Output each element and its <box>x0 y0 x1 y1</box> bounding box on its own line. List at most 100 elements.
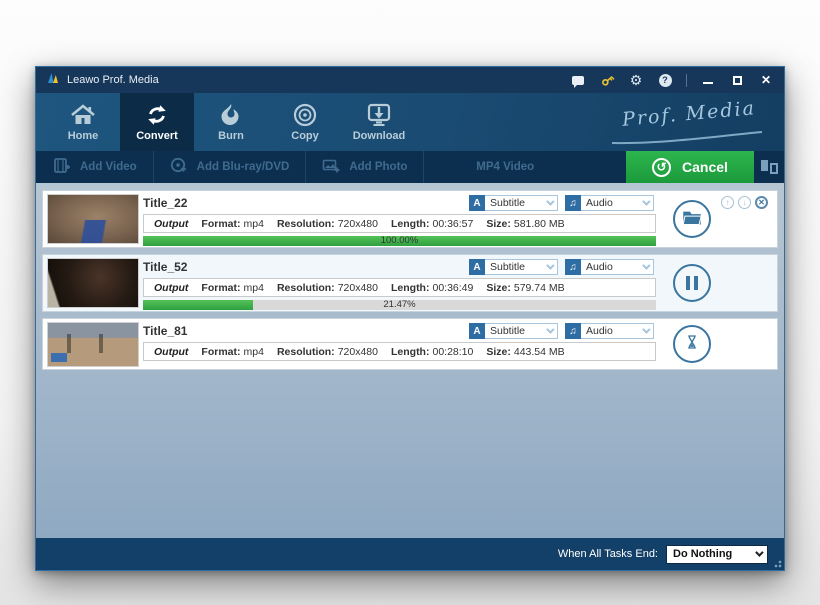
minimize-button[interactable] <box>700 72 716 88</box>
download-icon <box>366 103 392 127</box>
tasks-end-select[interactable]: Do Nothing <box>666 544 768 564</box>
panel-toggle-icon[interactable] <box>754 151 784 183</box>
disc-icon <box>293 103 317 127</box>
main-nav: Home Convert Burn Copy Download Pro <box>36 93 784 151</box>
output-info: Output Format: mp4 Resolution: 720x480 Len… <box>143 214 656 233</box>
nav-label: Download <box>352 129 406 142</box>
app-logo-icon <box>46 71 60 90</box>
audio-select[interactable]: ♫ Audio <box>565 195 654 211</box>
settings-gear-icon[interactable]: ⚙ <box>629 72 643 88</box>
audio-select[interactable]: ♫ Audio <box>565 259 654 275</box>
help-icon[interactable]: ? <box>657 72 673 88</box>
progress-bar: 100.00% <box>143 236 656 246</box>
pause-button[interactable] <box>673 264 711 302</box>
titlebar: Leawo Prof. Media ⚙ ? ✕ <box>36 67 784 93</box>
chevron-down-icon <box>546 325 555 334</box>
progress-bar: 21.47% <box>143 300 656 310</box>
nav-item-burn[interactable]: Burn <box>194 93 268 151</box>
progress-percent: 21.47% <box>383 300 416 310</box>
move-down-button[interactable]: ↓ <box>738 196 751 209</box>
audio-icon: ♫ <box>565 323 581 339</box>
tasks-end-label: When All Tasks End: <box>557 548 658 560</box>
add-video-icon <box>53 157 71 178</box>
video-thumbnail <box>47 258 139 308</box>
audio-select[interactable]: ♫ Audio <box>565 323 654 339</box>
hourglass-icon <box>683 333 701 356</box>
app-window: Leawo Prof. Media ⚙ ? ✕ Home Conv <box>35 66 785 571</box>
nav-label: Home <box>67 129 99 142</box>
close-button[interactable]: ✕ <box>760 73 772 87</box>
output-label: Output <box>154 217 189 230</box>
subtitle-select[interactable]: A Subtitle <box>469 259 558 275</box>
home-icon <box>70 103 96 127</box>
add-photo-icon <box>322 157 340 178</box>
chevron-down-icon <box>642 261 651 270</box>
chevron-down-icon <box>642 325 651 334</box>
statusbar: When All Tasks End: Do Nothing <box>36 538 784 570</box>
subtitle-icon: A <box>469 195 485 211</box>
nav-item-convert[interactable]: Convert <box>120 93 194 151</box>
waiting-button[interactable] <box>673 325 711 363</box>
add-photo-button[interactable]: Add Photo <box>306 151 425 183</box>
add-photo-label: Add Photo <box>349 161 408 173</box>
video-thumbnail <box>47 194 139 244</box>
task-title: Title_81 <box>143 324 188 338</box>
subtitle-select[interactable]: A Subtitle <box>469 195 558 211</box>
audio-value: Audio <box>586 197 613 209</box>
add-bluray-icon <box>170 157 188 178</box>
task-title: Title_22 <box>143 196 188 210</box>
chevron-down-icon <box>546 261 555 270</box>
pause-icon <box>686 276 698 290</box>
cancel-restart-icon: ↺ <box>652 157 672 177</box>
subtitle-icon: A <box>469 259 485 275</box>
output-info: Output Format: mp4 Resolution: 720x480 Len… <box>143 278 656 297</box>
video-thumbnail <box>47 322 139 367</box>
chevron-down-icon <box>546 197 555 206</box>
nav-item-home[interactable]: Home <box>46 93 120 151</box>
nav-label: Convert <box>136 129 178 142</box>
chevron-down-icon <box>642 197 651 206</box>
output-format-label: MP4 Video <box>476 161 535 173</box>
cancel-label: Cancel <box>682 159 728 175</box>
nav-label: Burn <box>218 129 244 142</box>
folder-icon <box>682 209 702 230</box>
brand-logo: Prof. Media <box>621 97 757 131</box>
add-bluray-dvd-button[interactable]: Add Blu-ray/DVD <box>154 151 307 183</box>
add-video-label: Add Video <box>80 161 137 173</box>
task-row: Title_81 A Subtitle ♫ Audio Output Forma… <box>42 318 778 370</box>
move-up-button[interactable]: ↑ <box>721 196 734 209</box>
toolbar: Add Video Add Blu-ray/DVD Add Photo MP4 … <box>36 151 784 183</box>
audio-icon: ♫ <box>565 195 581 211</box>
register-key-icon[interactable] <box>599 72 615 88</box>
audio-icon: ♫ <box>565 259 581 275</box>
subtitle-select[interactable]: A Subtitle <box>469 323 558 339</box>
nav-item-copy[interactable]: Copy <box>268 93 342 151</box>
progress-percent: 100.00% <box>380 236 419 246</box>
subtitle-value: Subtitle <box>490 261 526 273</box>
audio-value: Audio <box>586 325 613 337</box>
nav-item-download[interactable]: Download <box>342 93 416 151</box>
feedback-icon[interactable] <box>570 72 586 88</box>
output-label: Output <box>154 281 189 294</box>
app-title: Leawo Prof. Media <box>67 74 159 86</box>
output-label: Output <box>154 345 189 358</box>
chevron-down-icon <box>755 548 764 557</box>
subtitle-value: Subtitle <box>490 325 526 337</box>
audio-value: Audio <box>586 261 613 273</box>
add-video-button[interactable]: Add Video <box>36 151 154 183</box>
open-folder-button[interactable] <box>673 200 711 238</box>
cancel-button[interactable]: ↺ Cancel <box>626 151 754 183</box>
maximize-button[interactable] <box>729 72 745 88</box>
brand-swoosh <box>606 131 766 150</box>
resize-grip[interactable] <box>772 558 782 568</box>
titlebar-separator <box>686 73 687 87</box>
remove-task-button[interactable]: ✕ <box>755 196 768 209</box>
add-bluray-label: Add Blu-ray/DVD <box>196 161 290 173</box>
tasks-end-value: Do Nothing <box>673 548 733 560</box>
task-list: Title_22 A Subtitle ♫ Audio Output Forma… <box>36 183 784 538</box>
nav-label: Copy <box>291 129 319 142</box>
task-row: Title_22 A Subtitle ♫ Audio Output Forma… <box>42 190 778 248</box>
subtitle-value: Subtitle <box>490 197 526 209</box>
convert-icon <box>144 103 170 127</box>
